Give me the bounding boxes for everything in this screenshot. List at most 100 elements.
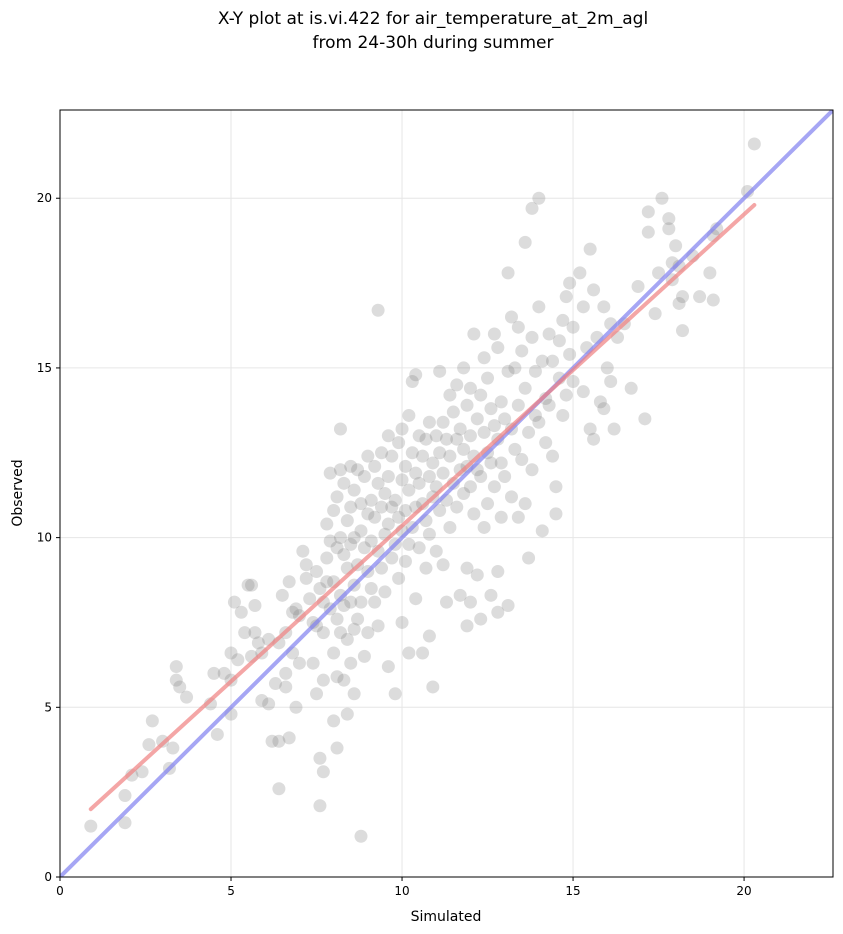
data-point — [436, 558, 450, 572]
data-point — [518, 497, 532, 511]
data-point — [210, 727, 224, 741]
data-point — [402, 537, 416, 551]
data-point — [145, 714, 159, 728]
data-point — [477, 520, 491, 534]
data-point — [511, 320, 525, 334]
data-point — [375, 446, 389, 460]
data-point — [231, 653, 245, 667]
data-point — [320, 551, 334, 565]
data-point — [491, 341, 505, 355]
data-point — [409, 592, 423, 606]
data-point — [395, 615, 409, 629]
data-point — [463, 381, 477, 395]
data-point — [330, 541, 344, 555]
data-point — [532, 415, 546, 429]
data-point — [436, 466, 450, 480]
y-tick-label: 15 — [37, 361, 52, 375]
data-point — [662, 212, 676, 226]
data-point — [255, 694, 269, 708]
data-point — [327, 646, 341, 660]
data-point — [641, 225, 655, 239]
data-point — [378, 487, 392, 500]
data-point — [641, 205, 655, 219]
data-point — [217, 666, 231, 680]
data-point — [337, 548, 351, 562]
x-tick-label: 10 — [394, 884, 409, 898]
data-point — [508, 361, 522, 375]
data-point — [504, 490, 518, 504]
data-point — [333, 588, 347, 602]
data-point — [552, 334, 566, 348]
data-point — [494, 456, 508, 470]
x-axis-ticks: 0 5 10 15 20 — [56, 877, 752, 898]
data-point — [525, 330, 539, 344]
data-point — [498, 470, 512, 484]
data-point — [347, 622, 361, 636]
data-point — [275, 588, 289, 602]
data-point — [539, 391, 553, 405]
data-point — [357, 470, 371, 484]
data-point — [501, 598, 515, 612]
data-point — [378, 585, 392, 599]
data-point — [429, 429, 443, 443]
data-point — [453, 588, 467, 602]
data-point — [474, 388, 488, 402]
data-point — [289, 602, 303, 616]
data-point — [310, 687, 324, 701]
plot-frame — [59, 109, 834, 878]
data-point — [234, 605, 248, 619]
data-point — [460, 619, 474, 633]
data-point — [676, 324, 690, 338]
data-point — [330, 741, 344, 755]
data-point — [419, 561, 433, 575]
data-point — [84, 819, 98, 833]
y-axis-label: Observed — [10, 459, 26, 526]
data-point — [474, 470, 488, 484]
data-point — [333, 463, 347, 477]
data-point — [460, 398, 474, 412]
data-point — [344, 459, 358, 473]
data-point — [433, 503, 447, 517]
data-point — [368, 459, 382, 473]
data-point — [303, 592, 317, 606]
data-point — [292, 656, 306, 670]
data-point — [310, 619, 324, 633]
data-point — [337, 476, 351, 490]
data-point — [501, 266, 515, 280]
data-point — [484, 456, 498, 470]
data-point — [532, 300, 546, 314]
data-point — [371, 303, 385, 317]
data-point — [481, 371, 495, 385]
data-point — [648, 307, 662, 321]
data-point — [169, 673, 183, 687]
data-point — [310, 565, 324, 579]
data-point — [470, 412, 484, 426]
data-point — [467, 507, 481, 521]
data-point — [631, 279, 645, 293]
data-point — [313, 582, 327, 596]
data-point — [344, 537, 358, 551]
data-point — [395, 473, 409, 487]
data-point — [422, 629, 436, 643]
data-point — [460, 561, 474, 575]
data-point — [337, 673, 351, 687]
data-point — [467, 327, 481, 341]
data-point — [268, 677, 282, 691]
data-point — [364, 582, 378, 596]
data-point — [316, 765, 330, 779]
data-point — [440, 595, 453, 609]
data-point — [542, 398, 556, 412]
data-point — [354, 524, 368, 538]
data-point — [508, 442, 522, 456]
data-point — [402, 483, 416, 497]
data-point — [207, 666, 221, 680]
data-point — [381, 517, 395, 531]
data-point — [740, 184, 754, 198]
data-point — [518, 235, 532, 249]
chart-title-line-2: from 24-30h during summer — [313, 33, 554, 53]
data-point — [433, 364, 447, 378]
data-point — [419, 432, 433, 446]
data-point — [515, 344, 529, 358]
